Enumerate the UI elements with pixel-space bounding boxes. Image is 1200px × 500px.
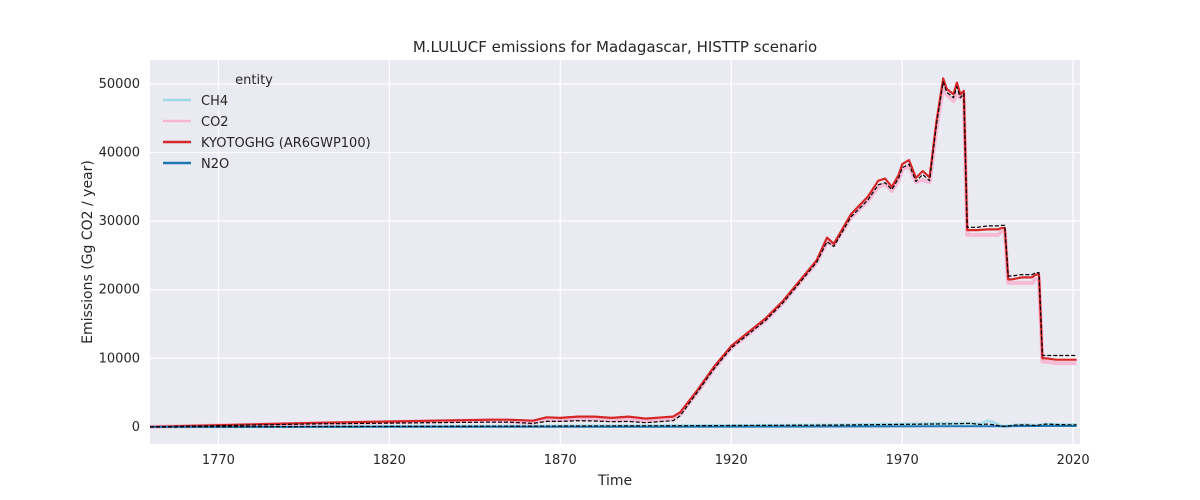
x-tick-label: 1970 [886, 453, 919, 468]
series-line-n2o [149, 425, 1077, 428]
x-tick-label: 1870 [544, 453, 577, 468]
legend-label: KYOTOGHG (AR6GWP100) [201, 136, 371, 151]
x-tick-label: 1920 [715, 453, 748, 468]
series-line-kyotoghg-ar6gwp100 [149, 77, 1077, 428]
x-tick-label: 2020 [1057, 453, 1090, 468]
y-tick-label: 30000 [99, 214, 140, 229]
y-axis-label: Emissions (Gg CO2 / year) [80, 160, 96, 344]
legend-title: entity [235, 73, 273, 88]
chart-title: M.LULUCF emissions for Madagascar, HISTT… [413, 38, 817, 56]
series-line-co2 [149, 85, 1077, 429]
legend: entity CH4 CO2 KYOTOGHG (AR6GWP100) N2O [163, 73, 371, 172]
y-tick-labels: 0 10000 20000 30000 40000 50000 [99, 77, 140, 435]
reference-dashed-line [149, 422, 1077, 428]
y-tick-label: 0 [132, 420, 140, 435]
x-tick-labels: 1770 1820 1870 1920 1970 2020 [202, 453, 1090, 468]
reference-dashed-line [149, 81, 1077, 428]
legend-label: N2O [201, 157, 229, 172]
legend-label: CH4 [201, 94, 228, 109]
y-tick-label: 10000 [99, 351, 140, 366]
y-tick-label: 40000 [99, 146, 140, 161]
x-axis-label: Time [597, 473, 632, 489]
series-lines [149, 77, 1077, 429]
y-tick-label: 50000 [99, 77, 140, 92]
y-tick-label: 20000 [99, 283, 140, 298]
x-tick-label: 1820 [373, 453, 406, 468]
plot-background [150, 60, 1080, 444]
x-tick-label: 1770 [202, 453, 235, 468]
legend-label: CO2 [201, 115, 229, 130]
